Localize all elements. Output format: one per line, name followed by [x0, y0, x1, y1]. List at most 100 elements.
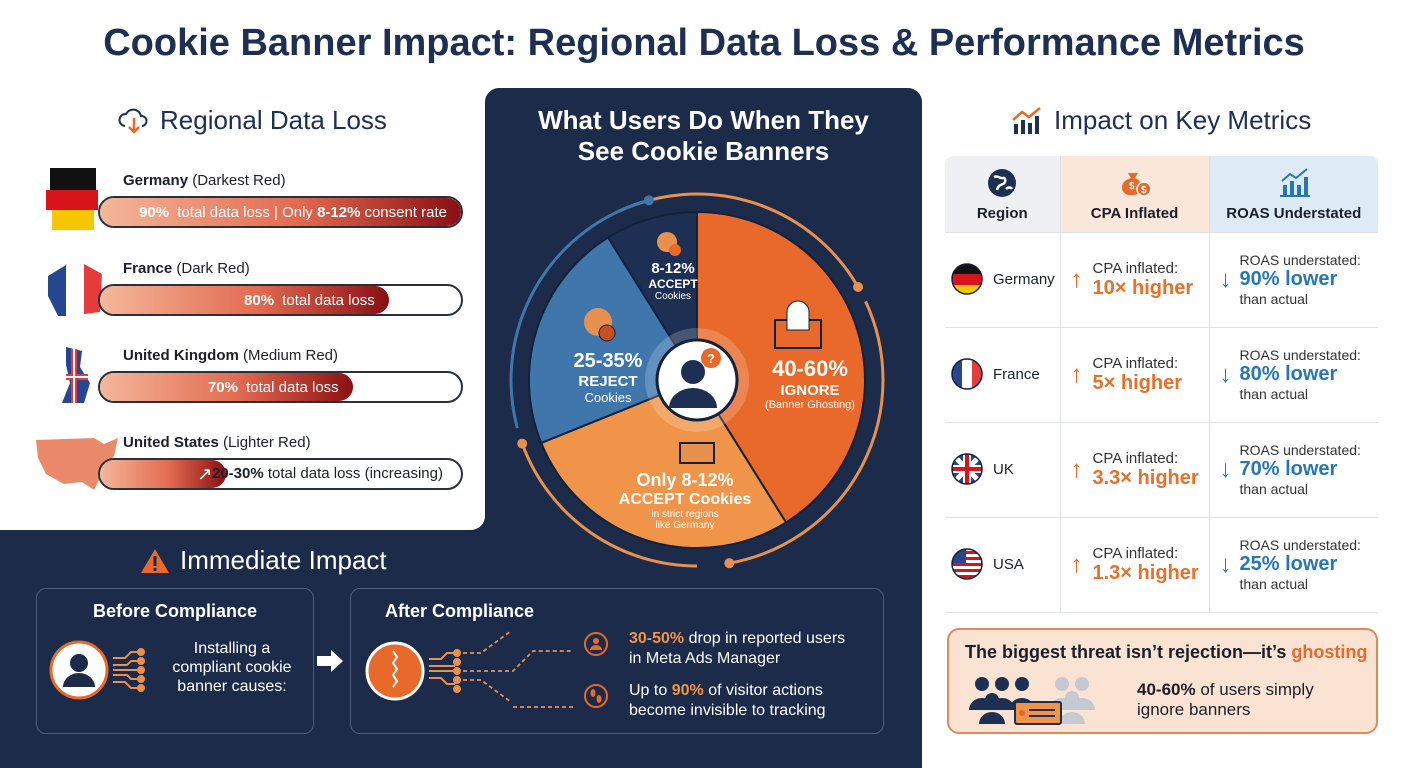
arrow-up-icon: ↑ — [1070, 550, 1083, 578]
slice-accept-label: 8-12% ACCEPT Cookies — [648, 260, 698, 302]
arrow-up-icon: ↑ — [1070, 265, 1083, 293]
cpa-cell: ↑ CPA inflated: 1.3× higher — [1060, 517, 1210, 613]
arrow-head — [853, 282, 864, 292]
data-loss-fill: 90% total data loss | Only 8-12% consent … — [100, 198, 461, 226]
arrow-up-icon: ↑ — [1070, 455, 1083, 483]
arrow-down-icon: ↓ — [1219, 455, 1232, 483]
trend-up-icon: ↗ — [197, 463, 213, 484]
map-germany-icon — [46, 168, 98, 230]
metrics-table: Region $ $ CPA Inflated ROAS Understated … — [945, 156, 1378, 613]
ghosting-users-icon — [969, 677, 1095, 725]
svg-text:?: ? — [707, 351, 715, 366]
svg-text:$: $ — [1141, 185, 1147, 196]
cloud-download-icon — [118, 108, 148, 134]
after-title: After Compliance — [385, 601, 535, 621]
slice-strict-accept-label: Only 8-12% ACCEPT Cookies in strict region… — [618, 470, 752, 531]
slice-reject-label: 25-35% REJECT Cookies — [573, 350, 643, 405]
callout-text: 40-60% of users simply ignore banners — [1137, 680, 1314, 719]
ghosting-callout: The biggest threat isn’t rejection—it’s … — [947, 628, 1378, 734]
cycle-arrow — [729, 300, 885, 565]
cookie-reject-icon — [584, 308, 616, 342]
before-text: Installing a compliant cookie banner cause… — [172, 640, 292, 695]
data-loss-bar: ↗ 20-30% total data loss (increasing) — [98, 458, 463, 490]
data-loss-bar: 70% total data loss — [98, 371, 463, 403]
region-name: United Kingdom (Medium Red) — [123, 347, 339, 364]
globe-icon — [988, 168, 1017, 197]
table-row: UK ↑ CPA inflated: 3.3× higher ↓ ROAS under… — [945, 422, 1378, 518]
cpa-cell: ↑ CPA inflated: 3.3× higher — [1060, 422, 1210, 518]
page-title: Cookie Banner Impact: Regional Data Loss… — [103, 22, 1305, 64]
footprints-icon — [584, 684, 608, 708]
impact-title: Immediate Impact — [140, 545, 387, 576]
warning-icon — [141, 548, 169, 573]
money-bag-icon: $$ — [1121, 172, 1152, 197]
users-drop-icon — [584, 632, 608, 656]
region-name: United States (Lighter Red) — [123, 434, 311, 451]
flag-uk-icon — [951, 452, 983, 485]
table-row: France ↑ CPA inflated: 5× higher ↓ ROAS und… — [945, 327, 1378, 423]
map-united-kingdom-icon — [62, 347, 90, 403]
impact-title-text: Immediate Impact — [180, 545, 387, 575]
point-reported-users: 30-50% drop in reported users in Meta Ads… — [629, 630, 846, 667]
cpa-cell: ↑ CPA inflated: 10× higher — [1060, 232, 1210, 328]
roas-cell: ↓ ROAS understated: 90% lower than actual — [1209, 232, 1378, 328]
metrics-title: Impact on Key Metrics — [1010, 105, 1311, 136]
before-title: Before Compliance — [92, 601, 258, 621]
arrow-right-icon — [317, 650, 343, 672]
cycle-arrow — [509, 198, 650, 429]
header-cpa: $ $ CPA Inflated — [1060, 156, 1210, 233]
flag-france-icon — [951, 357, 983, 390]
region-cell: USA — [945, 517, 1061, 613]
svg-text:$: $ — [1129, 181, 1135, 192]
point-invisible-actions: Up to 90% of visitor actions become invis… — [629, 682, 826, 719]
metrics-title-text: Impact on Key Metrics — [1054, 105, 1312, 135]
arrow-head — [724, 558, 735, 569]
cookie-check-icon — [657, 232, 681, 256]
arrow-down-icon: ↓ — [1219, 550, 1232, 578]
map-france-icon — [48, 260, 102, 316]
after-compliance-card: After Compliance 30-50% drop in reported… — [350, 588, 884, 734]
flag-germany-icon — [951, 262, 983, 295]
arrow-head — [517, 438, 528, 449]
arrow-down-icon: ↓ — [1219, 265, 1232, 293]
slice-ignore-label: 40-60% IGNORE (Banner Ghosting) — [765, 356, 855, 411]
roas-cell: ↓ ROAS understated: 80% lower than actual — [1209, 327, 1378, 423]
header-region: Region — [945, 156, 1061, 233]
slice-reject — [528, 236, 699, 445]
header-roas: ROAS Understated — [1209, 156, 1378, 233]
data-loss-bar: 80% total data loss — [98, 284, 463, 316]
table-row: USA ↑ CPA inflated: 1.3× higher ↓ ROAS unde… — [945, 517, 1378, 613]
banner-window-icon — [679, 442, 715, 464]
region-name: Germany (Darkest Red) — [123, 172, 286, 189]
region-cell: France — [945, 327, 1061, 423]
growth-chart-icon — [1279, 167, 1310, 197]
cpa-cell: ↑ CPA inflated: 5× higher — [1060, 327, 1210, 423]
roas-cell: ↓ ROAS understated: 70% lower than actual — [1209, 422, 1378, 518]
bar-chart-trend-icon — [1012, 106, 1041, 134]
data-loss-bar: 90% total data loss | Only 8-12% consent … — [98, 196, 463, 228]
cycle-arrow — [520, 443, 698, 568]
region-cell: Germany — [945, 232, 1061, 328]
cycle-arrow — [617, 192, 860, 288]
data-loss-fill: 80% total data loss — [100, 286, 389, 314]
region-cell: UK — [945, 422, 1061, 518]
flag-usa-icon — [951, 547, 983, 580]
confused-user-icon: ? — [645, 328, 749, 432]
before-compliance-card: Before Compliance Installing a compliant … — [36, 588, 314, 734]
table-row: Germany ↑ CPA inflated: 10× higher ↓ ROAS u… — [945, 232, 1378, 328]
arrow-head — [643, 195, 654, 206]
data-loss-fill: 70% total data loss — [100, 373, 353, 401]
slice-ignore — [696, 210, 866, 524]
arrow-up-icon: ↑ — [1070, 360, 1083, 388]
callout-title: The biggest threat isn’t rejection—it’s … — [965, 642, 1368, 662]
ghost-banner-icon — [774, 300, 822, 349]
slice-strict-accept — [539, 378, 788, 549]
users-title: What Users Do When They See Cookie Banner… — [538, 105, 869, 166]
roas-cell: ↓ ROAS understated: 25% lower than actual — [1209, 517, 1378, 613]
regional-title: Regional Data Loss — [118, 105, 387, 136]
region-name: France (Dark Red) — [123, 260, 250, 277]
data-loss-fill: ↗ — [100, 460, 227, 488]
user-behavior-pie: ? — [509, 192, 885, 569]
broken-user-streams-icon — [365, 631, 573, 708]
user-data-streams-icon — [49, 640, 145, 700]
